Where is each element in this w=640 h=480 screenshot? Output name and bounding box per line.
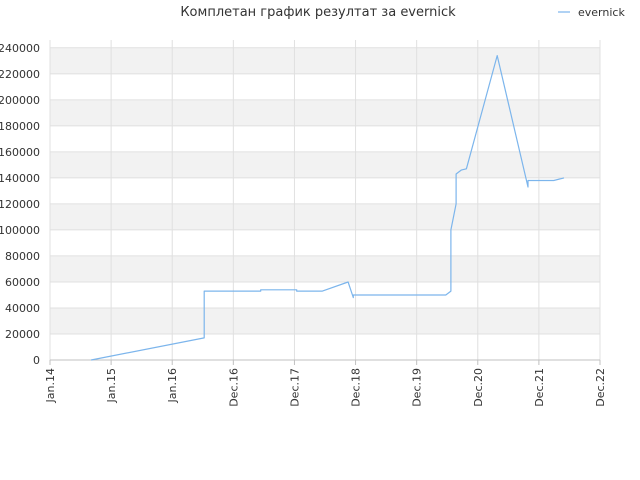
series-layer <box>90 55 565 361</box>
y-tick-label: 100000 <box>0 224 40 237</box>
x-tick-label: Dec.19 <box>411 368 424 407</box>
y-tick-label: 80000 <box>5 250 40 263</box>
y-tick-label: 180000 <box>0 120 40 133</box>
series-line-evernick <box>90 55 565 361</box>
plot-bands <box>50 40 600 360</box>
y-axis-ticks: 0 20000 40000 60000 80000 100000 120000 140000 1… <box>0 42 40 367</box>
x-tick-label: Jan.16 <box>166 368 179 403</box>
x-tick-label: Dec.17 <box>288 368 301 407</box>
y-tick-label: 140000 <box>0 172 40 185</box>
plot-band <box>50 151 600 178</box>
y-tick-label: 40000 <box>5 302 40 315</box>
plot-band <box>50 99 600 126</box>
y-tick-label: 240000 <box>0 42 40 55</box>
y-tick-label: 0 <box>33 354 40 367</box>
legend: evernick <box>558 6 625 19</box>
y-tick-label: 200000 <box>0 94 40 107</box>
plot-band <box>50 47 600 74</box>
y-tick-label: 120000 <box>0 198 40 211</box>
x-tick-label: Dec.21 <box>533 368 546 407</box>
legend-label-evernick: evernick <box>578 6 625 19</box>
plot-band <box>50 307 600 334</box>
y-tick-label: 60000 <box>5 276 40 289</box>
x-tick-label: Jan.15 <box>105 368 118 403</box>
plot-area <box>50 40 600 360</box>
plot-band <box>50 203 600 230</box>
x-tick-label: Dec.20 <box>472 368 485 407</box>
x-axis-ticks: Jan.14 Jan.15 Jan.16 Dec.16 Dec.17 Dec.18 Dec.… <box>44 368 607 407</box>
x-tick-label: Jan.14 <box>44 368 57 403</box>
y-tick-label: 20000 <box>5 328 40 341</box>
y-tick-label: 220000 <box>0 68 40 81</box>
x-tick-label: Dec.16 <box>227 368 240 407</box>
plot-band <box>50 255 600 282</box>
chart-title: Комплетан график резултат за evernick <box>180 5 456 20</box>
gridlines <box>49 40 601 365</box>
y-tick-label: 160000 <box>0 146 40 159</box>
x-tick-label: Dec.22 <box>594 368 607 407</box>
x-tick-label: Dec.18 <box>350 368 363 407</box>
